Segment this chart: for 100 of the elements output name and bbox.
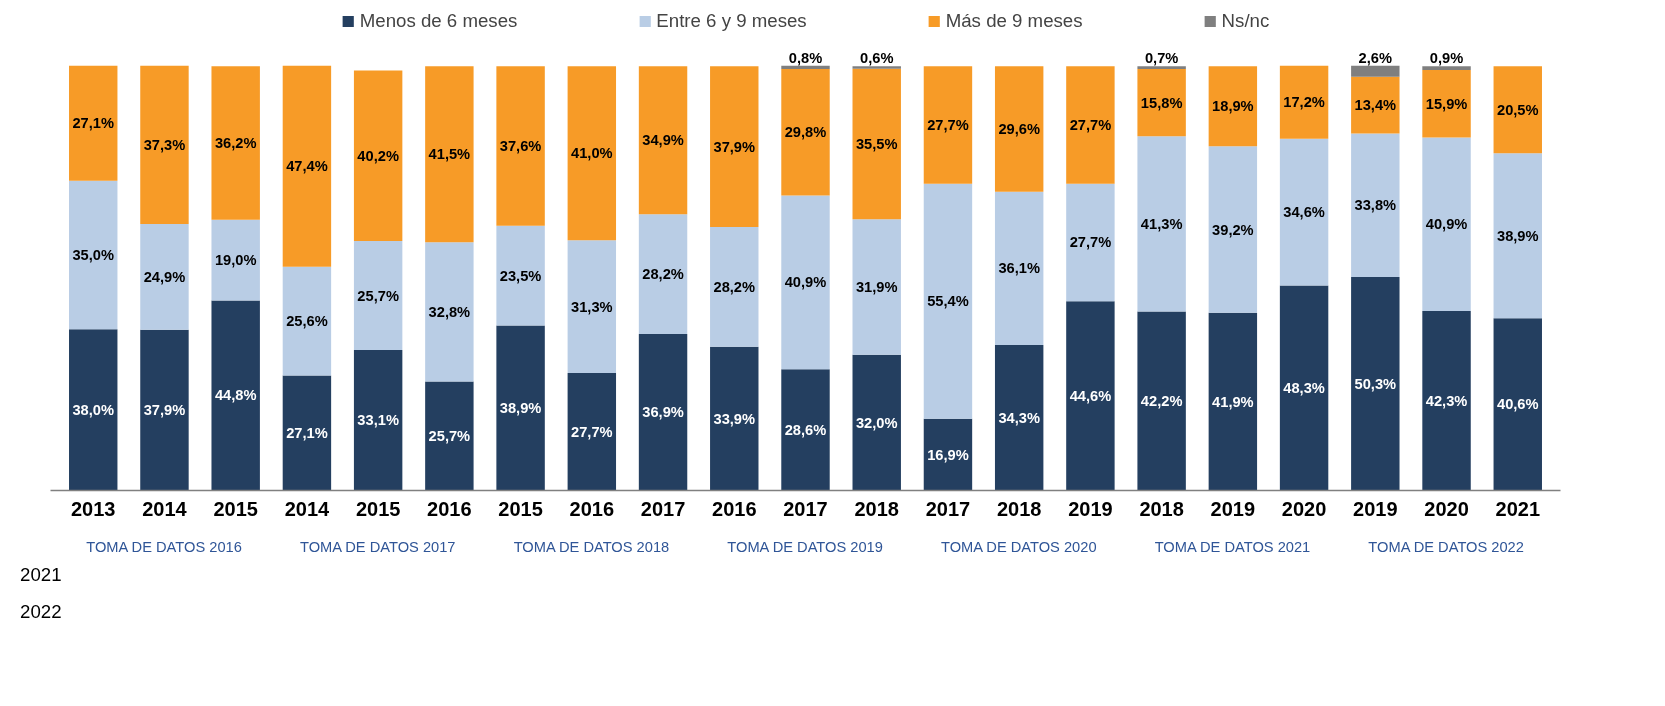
x-tick-label: 2018 — [854, 497, 899, 520]
data-label: 40,9% — [1425, 216, 1468, 233]
data-label: 37,3% — [143, 136, 186, 153]
bar — [140, 65, 189, 225]
data-label: 25,6% — [286, 313, 328, 330]
bar — [710, 346, 759, 491]
data-label: 50,3% — [1354, 375, 1397, 392]
data-label: 41,0% — [571, 145, 613, 162]
x-tick-label: 2016 — [569, 497, 615, 520]
bar — [496, 66, 545, 226]
bar — [1493, 153, 1542, 319]
data-label: 2,6% — [1358, 49, 1393, 66]
bar — [1422, 69, 1471, 138]
data-label: 27,1% — [72, 115, 115, 132]
data-label: 38,0% — [72, 401, 115, 418]
bar — [1279, 65, 1329, 139]
text: TOMA DE DATOS 2022 — [1368, 538, 1524, 555]
bar — [353, 70, 403, 241]
x-tick-label: 2017 — [783, 497, 828, 520]
bar — [1208, 312, 1258, 491]
bar — [1351, 65, 1400, 77]
bar — [923, 418, 973, 491]
bar — [425, 242, 474, 382]
data-label: 15,8% — [1140, 94, 1183, 111]
bar — [852, 68, 901, 220]
data-label: 32,8% — [428, 303, 471, 320]
data-label: 17,2% — [1283, 94, 1325, 111]
data-label: 29,6% — [998, 120, 1040, 137]
data-label: 40,9% — [784, 274, 827, 291]
x-tick-label: 2015 — [355, 497, 401, 520]
data-label: 13,4% — [1354, 97, 1397, 114]
bar — [496, 225, 545, 326]
data-label: 37,6% — [499, 137, 542, 154]
data-label: 28,6% — [784, 421, 827, 438]
bar — [69, 329, 118, 491]
bar — [211, 66, 260, 220]
data-label: 48,3% — [1283, 380, 1325, 397]
data-label: 42,3% — [1425, 392, 1468, 409]
text: TOMA DE DATOS 2016 — [86, 538, 242, 555]
bar — [710, 66, 759, 227]
text: TOMA DE DATOS 2019 — [727, 538, 883, 555]
data-label: 0,9% — [1429, 50, 1464, 67]
data-label: 41,5% — [428, 146, 471, 163]
bar — [496, 325, 545, 491]
x-tick-label: 2020 — [1281, 497, 1327, 520]
bar — [638, 66, 688, 215]
bar — [1351, 277, 1400, 491]
bar — [1422, 137, 1471, 311]
text: TOMA DE DATOS 2017 — [299, 538, 456, 555]
bar — [638, 214, 688, 334]
x-tick-label: 2019 — [1353, 497, 1398, 520]
bar — [852, 66, 901, 69]
bar — [1137, 69, 1186, 137]
bar — [923, 66, 973, 184]
bar — [852, 354, 901, 491]
data-label: 33,9% — [713, 410, 756, 427]
data-label: 0,8% — [788, 49, 823, 66]
bar — [1351, 133, 1400, 278]
text: 2022 — [20, 599, 62, 624]
data-label: 36,1% — [998, 260, 1040, 277]
data-label: 28,2% — [642, 266, 684, 283]
bar — [781, 65, 830, 70]
data-label: 38,9% — [1496, 227, 1539, 244]
text: 2021 — [20, 563, 62, 587]
data-label: 0,6% — [860, 50, 894, 67]
bar — [781, 369, 830, 491]
bar — [211, 300, 260, 491]
data-label: 44,8% — [214, 387, 257, 404]
bar — [1422, 66, 1471, 70]
bar — [852, 219, 901, 355]
data-label: 33,8% — [1354, 197, 1397, 214]
legend-label: Más de 9 meses — [945, 10, 1083, 32]
data-label: 37,9% — [143, 402, 186, 419]
x-tick-label: 2014 — [284, 497, 331, 520]
bar — [994, 66, 1044, 192]
bar — [1208, 146, 1258, 313]
data-label: 39,2% — [1212, 221, 1254, 238]
data-label: 38,9% — [499, 399, 542, 416]
bar — [1137, 311, 1186, 491]
x-tick-label: 2019 — [1210, 497, 1256, 520]
data-label: 55,4% — [927, 293, 969, 310]
x-tick-label: 2016 — [712, 497, 757, 520]
data-label: 18,9% — [1212, 98, 1254, 115]
legend-label: Entre 6 y 9 meses — [656, 10, 807, 32]
bar — [781, 69, 830, 196]
x-tick-label: 2015 — [498, 497, 543, 520]
bar — [1137, 136, 1186, 312]
data-label: 20,5% — [1496, 101, 1539, 118]
bar — [69, 65, 118, 181]
data-label: 31,9% — [855, 279, 898, 296]
bar — [1066, 66, 1115, 184]
bar — [1493, 66, 1542, 154]
data-label: 40,6% — [1496, 396, 1539, 413]
x-tick-label: 2018 — [1139, 497, 1184, 520]
bar — [353, 240, 403, 351]
bar — [1137, 66, 1186, 70]
data-label: 34,6% — [1283, 204, 1325, 221]
data-label: 37,9% — [713, 138, 756, 155]
x-tick-label: 2020 — [1424, 497, 1469, 520]
data-label: 27,1% — [286, 425, 328, 441]
